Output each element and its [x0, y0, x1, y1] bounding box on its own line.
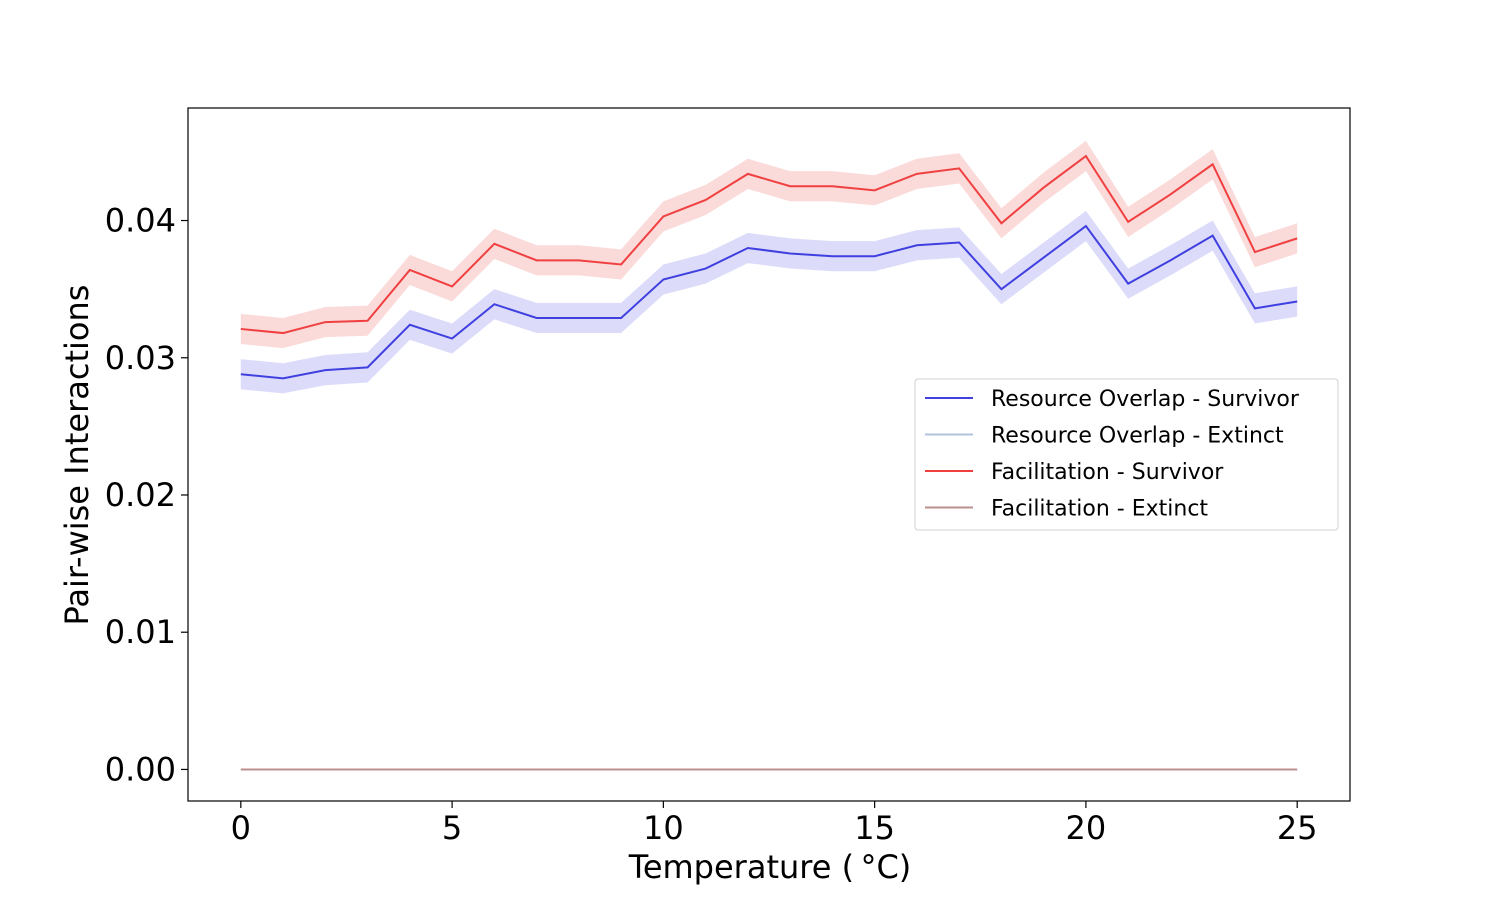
legend: Resource Overlap - Survivor Resource Over… [914, 378, 1339, 531]
series-line-facilitation-survivor [240, 154, 1298, 335]
y-tick-label: 0.02 [105, 476, 176, 514]
confidence-bands [240, 140, 1298, 394]
y-tick-label: 0.01 [105, 613, 176, 651]
series-line-resource-overlap-survivor [240, 224, 1298, 380]
y-tick-label: 0.03 [105, 339, 176, 377]
x-tick-label: 5 [442, 809, 462, 847]
x-tick-label: 15 [854, 809, 895, 847]
band-facilitation-survivor [240, 140, 1298, 349]
y-tick-label: 0.00 [105, 750, 176, 788]
y-tick-label: 0.04 [105, 202, 176, 240]
legend-label-resource-overlap-survivor: Resource Overlap - Survivor [991, 387, 1300, 412]
y-axis-label: Pair-wise Interactions [58, 285, 96, 626]
y-axis-ticks: 0.00 0.01 0.02 0.03 0.04 [105, 202, 188, 788]
legend-label-facilitation-survivor: Facilitation - Survivor [991, 460, 1224, 485]
x-tick-label: 0 [231, 809, 251, 847]
band-resource-overlap-survivor [240, 210, 1298, 394]
legend-box [914, 378, 1339, 531]
x-axis-ticks: 0 5 10 15 20 25 [231, 801, 1318, 847]
x-tick-label: 20 [1066, 809, 1107, 847]
legend-label-resource-overlap-extinct: Resource Overlap - Extinct [991, 424, 1284, 449]
x-tick-label: 10 [643, 809, 684, 847]
x-tick-label: 25 [1277, 809, 1318, 847]
plot-frame [187, 107, 1351, 802]
series-lines [240, 154, 1298, 771]
legend-label-facilitation-extinct: Facilitation - Extinct [991, 497, 1208, 522]
x-axis-label: Temperature ( °C) [628, 848, 912, 886]
